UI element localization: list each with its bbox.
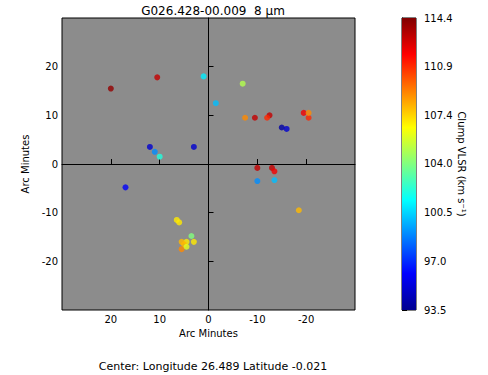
svg-text:Clump VLSR (km s⁻¹): Clump VLSR (km s⁻¹)	[456, 111, 467, 216]
svg-text:Center: Longitude 26.489 Latit: Center: Longitude 26.489 Latitude -0.021	[99, 360, 327, 373]
svg-text:93.5: 93.5	[424, 305, 446, 316]
svg-text:100.5: 100.5	[424, 207, 453, 218]
svg-text:-20: -20	[298, 314, 314, 325]
svg-text:Arc Minutes: Arc Minutes	[179, 328, 238, 339]
svg-text:97.0: 97.0	[424, 256, 446, 267]
svg-text:10: 10	[153, 314, 166, 325]
svg-text:20: 20	[104, 314, 117, 325]
svg-text:104.0: 104.0	[424, 158, 453, 169]
svg-text:114.4: 114.4	[424, 13, 453, 24]
svg-text:G026.428-00.009 8 μm: G026.428-00.009 8 μm	[141, 4, 285, 18]
svg-text:0: 0	[52, 159, 58, 170]
svg-text:110.9: 110.9	[424, 61, 453, 72]
svg-text:-10: -10	[42, 207, 58, 218]
svg-text:Arc Minutes: Arc Minutes	[20, 135, 31, 194]
svg-text:107.4: 107.4	[424, 110, 453, 121]
svg-text:10: 10	[45, 110, 58, 121]
svg-text:-10: -10	[249, 314, 265, 325]
svg-text:0: 0	[205, 314, 211, 325]
svg-text:-20: -20	[42, 256, 58, 267]
svg-text:20: 20	[45, 61, 58, 72]
